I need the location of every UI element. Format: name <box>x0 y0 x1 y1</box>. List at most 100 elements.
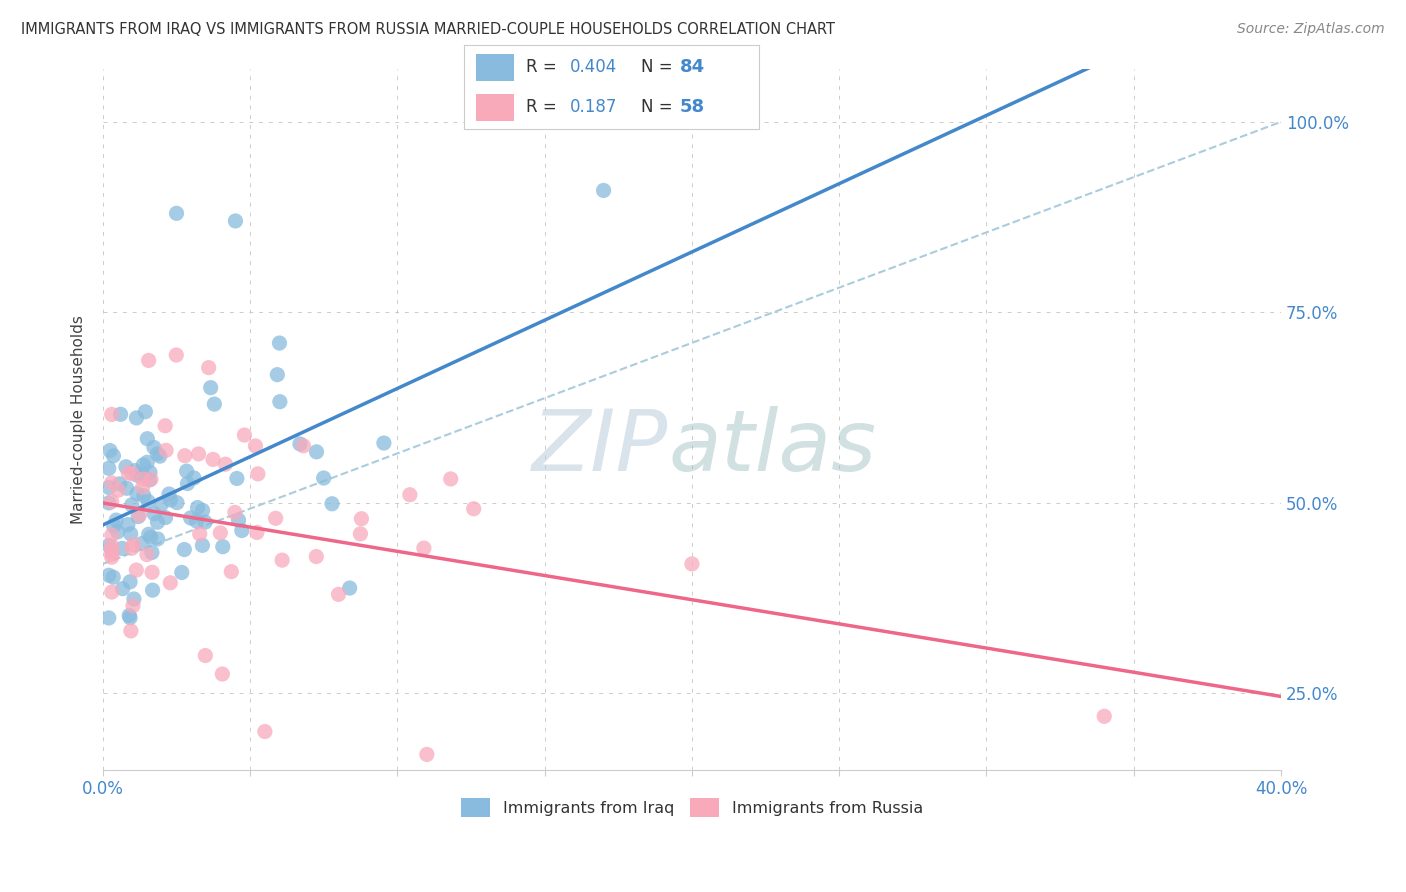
Point <box>121 467 143 481</box>
Point <box>200 381 222 395</box>
Point <box>159 575 181 590</box>
Text: atlas: atlas <box>668 406 876 489</box>
Point <box>100 528 122 542</box>
Text: N =: N = <box>641 59 672 77</box>
Point <box>350 512 373 526</box>
Point <box>264 511 287 525</box>
Point <box>117 466 139 480</box>
Point <box>246 525 269 540</box>
Y-axis label: Married-couple Households: Married-couple Households <box>72 315 86 524</box>
Point <box>155 510 177 524</box>
Point <box>166 206 188 220</box>
Point <box>120 624 142 638</box>
Point <box>132 489 155 503</box>
Point <box>349 526 371 541</box>
Point <box>231 524 253 538</box>
Point <box>214 457 236 471</box>
Point <box>146 532 169 546</box>
Point <box>138 353 160 368</box>
Point <box>173 542 195 557</box>
Text: 58: 58 <box>679 98 704 116</box>
Point <box>165 348 187 362</box>
Point <box>153 418 176 433</box>
Point <box>146 447 169 461</box>
Point <box>97 611 120 625</box>
Point <box>134 405 156 419</box>
Point <box>224 214 246 228</box>
Point <box>149 449 172 463</box>
Point <box>221 565 243 579</box>
Point <box>122 599 145 613</box>
Point <box>266 368 288 382</box>
Point <box>124 464 146 478</box>
Point <box>121 541 143 556</box>
Point <box>197 360 219 375</box>
Point <box>107 524 129 539</box>
Point <box>328 587 350 601</box>
Point <box>312 471 335 485</box>
Point <box>111 541 134 556</box>
Point <box>202 397 225 411</box>
Point <box>170 566 193 580</box>
Point <box>142 441 165 455</box>
Point <box>176 476 198 491</box>
Point <box>224 505 246 519</box>
Point <box>146 515 169 529</box>
Point <box>100 543 122 558</box>
Point <box>131 480 153 494</box>
Point <box>180 511 202 525</box>
Point <box>100 585 122 599</box>
Point <box>305 549 328 564</box>
Point <box>141 566 163 580</box>
Point <box>681 557 703 571</box>
Point <box>245 439 267 453</box>
Point <box>100 547 122 561</box>
Point <box>103 519 125 533</box>
Point <box>186 514 208 528</box>
Point <box>191 538 214 552</box>
Text: ZIP: ZIP <box>531 406 668 489</box>
Point <box>202 452 225 467</box>
Point <box>103 570 125 584</box>
Point <box>416 747 439 762</box>
Point <box>107 483 129 498</box>
Point <box>143 507 166 521</box>
Point <box>100 550 122 565</box>
Point <box>159 492 181 507</box>
Point <box>125 411 148 425</box>
Point <box>131 467 153 482</box>
Point <box>288 437 311 451</box>
Point <box>440 472 463 486</box>
Point <box>100 539 122 553</box>
Point <box>173 449 195 463</box>
Point <box>292 439 315 453</box>
Legend: Immigrants from Iraq, Immigrants from Russia: Immigrants from Iraq, Immigrants from Ru… <box>453 790 931 825</box>
Point <box>592 184 614 198</box>
Point <box>463 501 485 516</box>
Point <box>150 497 173 511</box>
Point <box>187 447 209 461</box>
Point <box>194 648 217 663</box>
Point <box>233 428 256 442</box>
Text: IMMIGRANTS FROM IRAQ VS IMMIGRANTS FROM RUSSIA MARRIED-COUPLE HOUSEHOLDS CORRELA: IMMIGRANTS FROM IRAQ VS IMMIGRANTS FROM … <box>21 22 835 37</box>
Point <box>157 487 180 501</box>
Point <box>253 724 276 739</box>
Text: Source: ZipAtlas.com: Source: ZipAtlas.com <box>1237 22 1385 37</box>
Point <box>127 468 149 483</box>
Point <box>108 476 131 491</box>
FancyBboxPatch shape <box>475 54 515 81</box>
Point <box>194 515 217 529</box>
Point <box>166 496 188 510</box>
Point <box>121 498 143 512</box>
Text: R =: R = <box>526 59 557 77</box>
Point <box>188 527 211 541</box>
Point <box>211 667 233 681</box>
Point <box>131 536 153 550</box>
Point <box>183 471 205 485</box>
Point <box>412 541 434 555</box>
Point <box>269 394 291 409</box>
Point <box>211 540 233 554</box>
Point <box>136 548 159 562</box>
Point <box>127 509 149 524</box>
Point <box>138 473 160 487</box>
